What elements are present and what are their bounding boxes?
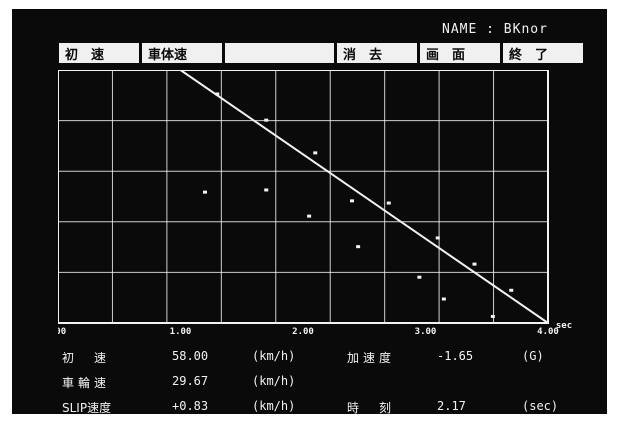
deceleration-line (179, 70, 549, 324)
measurement-panel: 初 速 58.00 (km/h) 加速度 -1.65 (G) 車輪速 29.67… (62, 349, 602, 424)
data-point (386, 201, 391, 205)
x-tick-label: 2.00 (292, 327, 314, 335)
slip-speed-label: SLIP速度 (62, 401, 112, 415)
data-point (313, 151, 318, 155)
data-point (264, 118, 269, 122)
end-button-label: 終 了 (509, 47, 549, 63)
data-point (215, 92, 220, 96)
time-label: 時 刻 (347, 401, 396, 415)
plot-frame (58, 70, 549, 324)
x-tick-label: 1.00 (170, 327, 192, 335)
screen-button-label: 画 面 (426, 47, 466, 63)
initial-speed-button[interactable]: 初 速 (59, 43, 139, 63)
acceleration-unit: (G) (522, 349, 544, 363)
time-value: 2.17 (437, 399, 466, 413)
acceleration-label: 加速度 (347, 351, 396, 365)
slip-row: SLIP速度 +0.83 (km/h) 時 刻 2.17 (sec) (62, 399, 602, 424)
slip-speed-unit: (km/h) (252, 399, 296, 413)
data-point (435, 236, 440, 240)
data-point (356, 245, 361, 249)
menu-spacer (225, 43, 334, 63)
x-tick-label: .00 (58, 327, 66, 335)
initial-speed-value: 58.00 (172, 349, 209, 363)
data-point (441, 297, 446, 301)
data-point (509, 288, 514, 292)
initial-speed-label: 初 速 (62, 351, 111, 365)
menu-bar: 初 速 車体速 消 去 画 面 終 了 (59, 43, 583, 63)
initial-speed-row: 初 速 58.00 (km/h) 加速度 -1.65 (G) (62, 349, 602, 374)
data-point (472, 262, 477, 266)
time-unit: (sec) (522, 399, 559, 413)
x-tick-label: 4.00 (537, 327, 559, 335)
data-point (203, 190, 207, 194)
name-label: NAME : BKnor (442, 22, 548, 37)
data-point (350, 199, 354, 203)
erase-button[interactable]: 消 去 (337, 43, 417, 63)
wheel-speed-unit: (km/h) (252, 374, 296, 388)
initial-speed-unit: (km/h) (252, 349, 296, 363)
screen-button[interactable]: 画 面 (420, 43, 500, 63)
slip-speed-value: +0.83 (172, 399, 209, 413)
data-point (264, 188, 269, 192)
body-speed-button-label: 車体速 (148, 47, 188, 63)
erase-button-label: 消 去 (343, 47, 383, 63)
monitor-screen: NAME : BKnor 初 速 車体速 消 去 画 面 終 了 .00 1.00… (12, 9, 607, 415)
data-point (307, 214, 312, 218)
x-unit-label: sec (556, 321, 572, 331)
end-button[interactable]: 終 了 (503, 43, 583, 63)
x-tick-label: 3.00 (415, 327, 437, 335)
wheel-speed-row: 車輪速 29.67 (km/h) (62, 374, 602, 399)
acceleration-value: -1.65 (437, 349, 474, 363)
data-point (490, 314, 495, 318)
initial-speed-button-label: 初 速 (65, 47, 105, 63)
body-speed-button[interactable]: 車体速 (142, 43, 222, 63)
wheel-speed-label: 車輪速 (62, 376, 111, 390)
data-point (417, 275, 422, 279)
wheel-speed-value: 29.67 (172, 374, 209, 388)
